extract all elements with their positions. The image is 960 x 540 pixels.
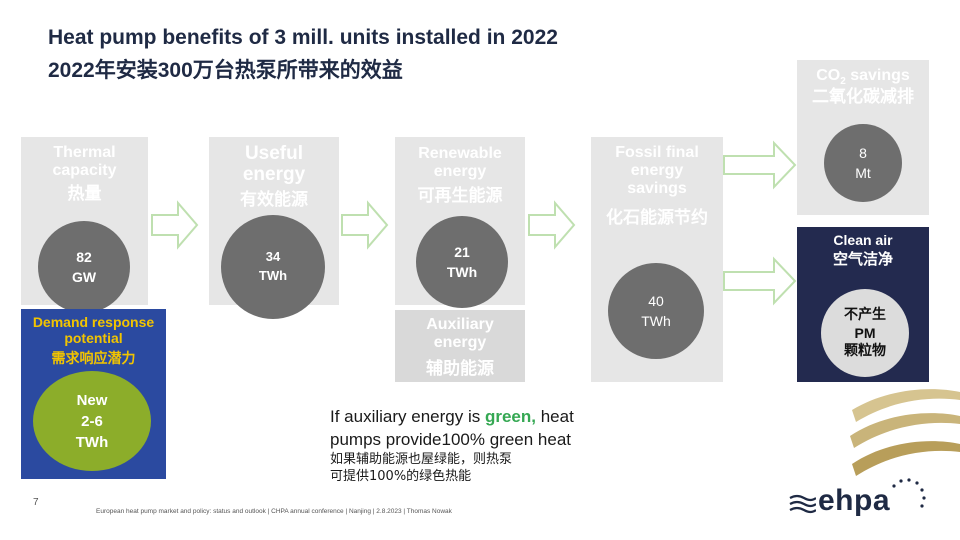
decorative-swoosh	[850, 389, 960, 476]
page-number: 7	[33, 497, 39, 508]
demand-response-box: Demand response potential 需求响应潜力 New 2-6…	[21, 309, 166, 479]
useful-unit: TWh	[258, 268, 288, 283]
demand-value-circle: New 2-6 TWh	[33, 371, 151, 471]
clean-air-line2: PM	[854, 324, 876, 341]
thermal-unit: GW	[71, 269, 97, 285]
fossil-unit: TWh	[641, 313, 671, 329]
arrow-right-icon	[151, 200, 199, 250]
clean-air-label-en: Clean air	[833, 232, 893, 248]
logo-text: ehpa	[818, 484, 891, 517]
auxiliary-energy-box: Auxiliary energy 辅助能源	[395, 310, 525, 382]
clean-air-line3: 颗粒物	[844, 343, 886, 360]
demand-line1: New	[76, 391, 108, 409]
thermal-capacity-box: Thermal capacity 热量 82 GW	[21, 137, 148, 313]
co2-label-sub: 2	[840, 76, 846, 88]
clean-air-box: Clean air 空气洁净 不产生 PM 颗粒物	[797, 227, 929, 382]
useful-value: 34	[265, 249, 281, 265]
auxiliary-label-zh: 辅助能源	[426, 359, 494, 379]
fossil-label-en: Fossil final energy savings	[615, 144, 699, 197]
co2-unit: Mt	[855, 165, 871, 181]
logo-waves-icon	[789, 494, 816, 514]
arrow-right-icon	[341, 200, 389, 250]
note-line-1: If auxiliary energy is green, heat	[330, 406, 574, 428]
thermal-label-zh: 热量	[67, 184, 102, 204]
note-zh-line-1: 如果辅助能源也屋绿能，则热泵	[330, 452, 513, 467]
fossil-savings-box: Fossil final energy savings 化石能源节约 40 TW…	[591, 137, 723, 382]
arrow-right-icon	[723, 256, 797, 306]
arrow-right-icon	[723, 140, 797, 190]
fossil-label-zh: 化石能源节约	[606, 208, 708, 228]
clean-air-circle: 不产生 PM 颗粒物	[821, 289, 909, 377]
renewable-value: 21	[454, 243, 470, 260]
renewable-energy-box: Renewable energy 可再生能源 21 TWh	[395, 137, 525, 308]
clean-air-line1: 不产生	[844, 306, 886, 323]
ehpa-logo: ehpa	[788, 478, 938, 523]
footer-text: European heat pump market and policy: st…	[96, 508, 452, 515]
demand-line3: TWh	[75, 433, 109, 451]
renewable-value-circle: 21 TWh	[416, 216, 508, 308]
fossil-value-circle: 40 TWh	[608, 263, 704, 359]
co2-label-suffix: savings	[845, 67, 910, 84]
co2-label-en: CO2 savings	[797, 67, 929, 87]
note-text-a: If auxiliary energy is	[330, 407, 485, 426]
useful-energy-box: Useful energy 有效能源 34 TWh	[209, 137, 339, 319]
thermal-label-en: Thermal capacity	[52, 144, 117, 179]
thermal-value-circle: 82 GW	[38, 221, 130, 313]
renewable-label-zh: 可再生能源	[417, 186, 503, 206]
useful-value-circle: 34 TWh	[221, 215, 325, 319]
co2-label-prefix: CO	[816, 67, 841, 84]
note-text-b: heat	[535, 407, 574, 426]
fossil-value: 40	[648, 292, 664, 309]
co2-label-zh: 二氧化碳减排	[812, 87, 914, 107]
co2-value-circle: 8 Mt	[824, 124, 902, 202]
useful-label-zh: 有效能源	[240, 190, 308, 210]
note-text-green: green,	[484, 407, 536, 426]
useful-label-en: Useful energy	[242, 143, 306, 186]
clean-air-label-zh: 空气洁净	[832, 250, 893, 268]
note-zh-line-2: 可提供100%的绿色热能	[330, 469, 472, 484]
note-line-2: pumps provide100% green heat	[330, 430, 571, 449]
auxiliary-label-en: Auxiliary energy	[426, 316, 494, 351]
demand-line2: 2-6	[81, 412, 103, 430]
demand-label-zh: 需求响应潜力	[51, 351, 136, 367]
thermal-value: 82	[76, 248, 92, 265]
co2-value: 8	[859, 144, 867, 161]
renewable-unit: TWh	[446, 264, 478, 280]
renewable-label-en: Renewable energy	[418, 145, 502, 180]
arrow-right-icon	[528, 200, 576, 250]
demand-label-en: Demand response potential	[32, 314, 155, 346]
page-subtitle: 2022年安装300万台热泵所带来的效益	[48, 59, 403, 82]
page-title: Heat pump benefits of 3 mill. units inst…	[48, 26, 558, 49]
logo-stars-icon	[892, 478, 926, 508]
co2-savings-box: CO2 savings 二氧化碳减排 8 Mt	[797, 60, 929, 215]
